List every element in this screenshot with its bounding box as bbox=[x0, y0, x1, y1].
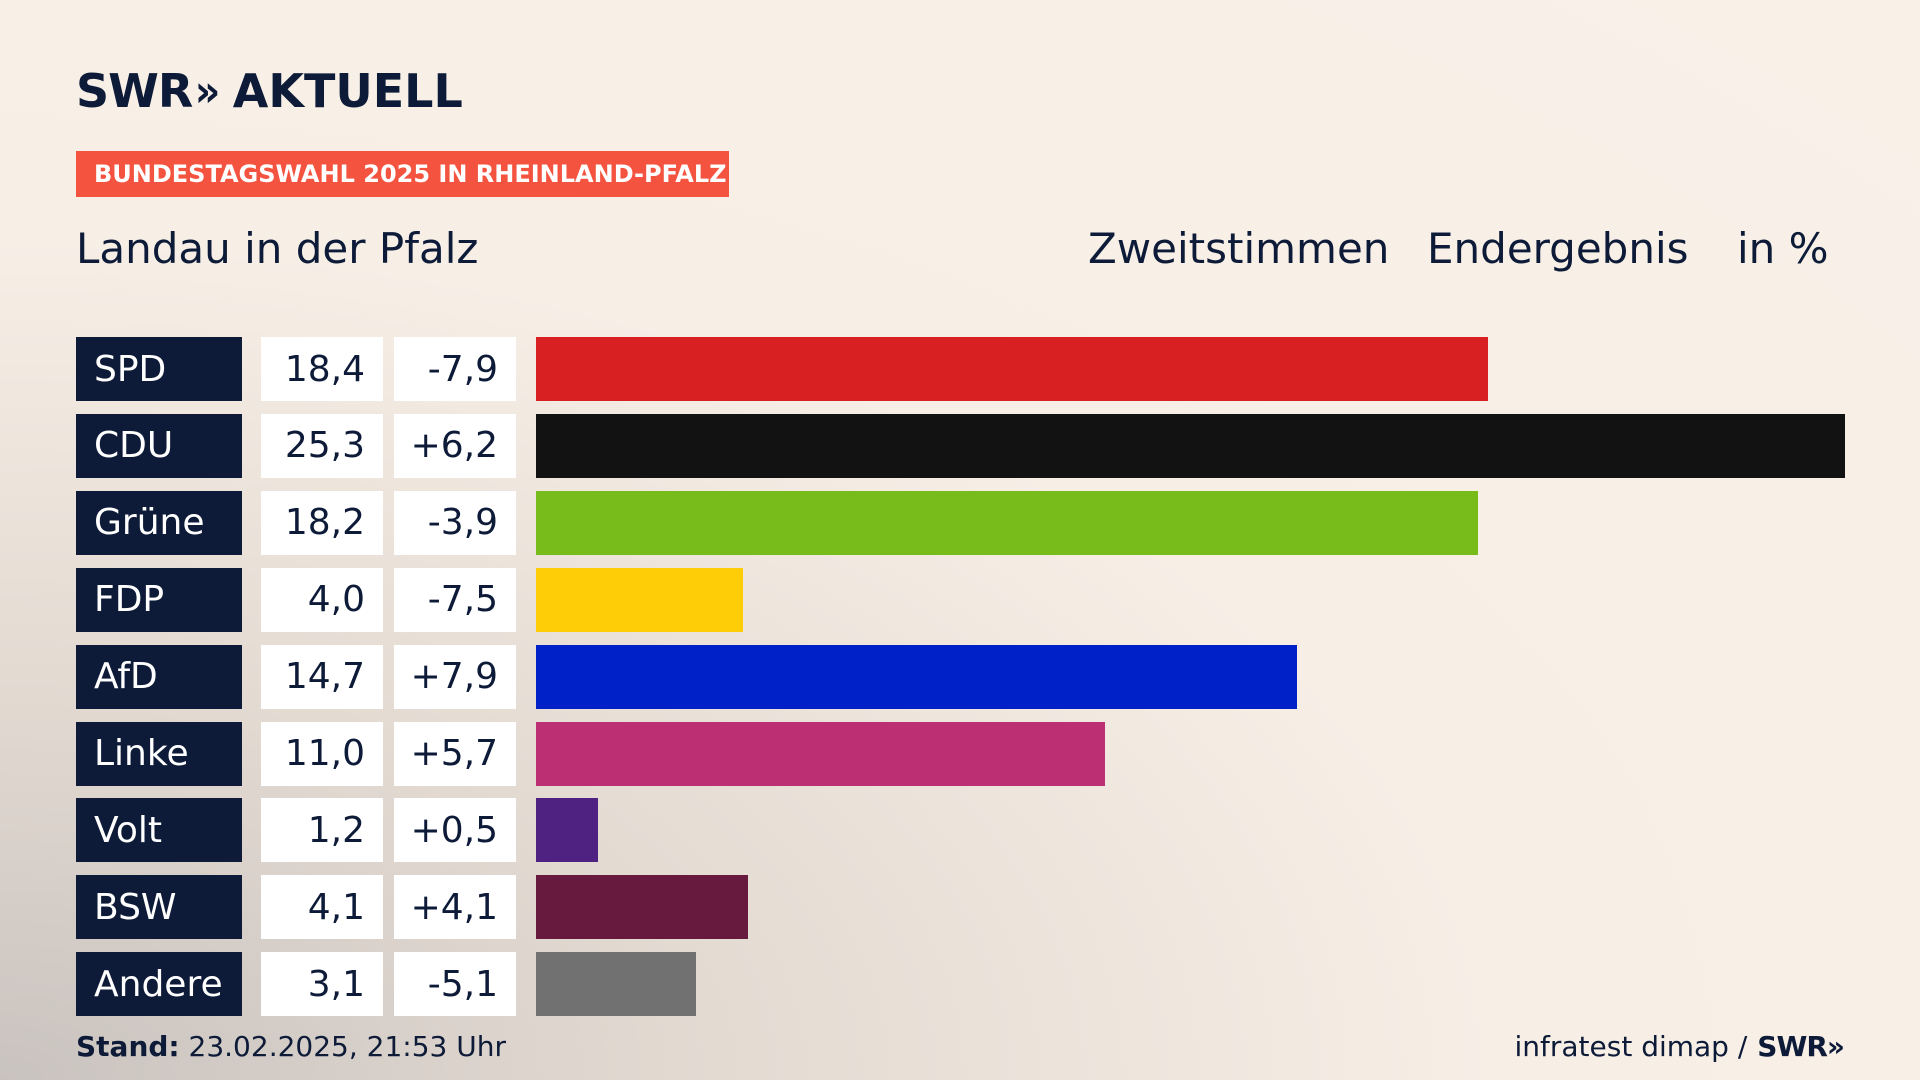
source-text: infratest dimap / bbox=[1514, 1030, 1748, 1063]
timestamp: Stand: 23.02.2025, 21:53 Uhr bbox=[76, 1030, 506, 1063]
table-row: AfD 14,7 +7,9 bbox=[0, 644, 1920, 709]
bar bbox=[536, 490, 1478, 555]
party-label: FDP bbox=[76, 567, 242, 632]
logo-chevron-icon: » bbox=[195, 65, 221, 117]
table-row: CDU 25,3 +6,2 bbox=[0, 413, 1920, 478]
value-label: 25,3 bbox=[261, 413, 383, 478]
diff-label: -3,9 bbox=[394, 490, 516, 555]
value-label: 18,4 bbox=[261, 337, 383, 401]
result-status-label: Endergebnis bbox=[1427, 224, 1689, 273]
swr-aktuell-logo: SWR » AKTUELL bbox=[76, 64, 463, 118]
table-row: Andere 3,1 -5,1 bbox=[0, 952, 1920, 1017]
value-label: 1,2 bbox=[261, 798, 383, 863]
diff-label: +4,1 bbox=[394, 875, 516, 940]
bar bbox=[536, 337, 1488, 401]
table-row: Volt 1,2 +0,5 bbox=[0, 798, 1920, 863]
party-label: BSW bbox=[76, 875, 242, 940]
party-label: Linke bbox=[76, 721, 242, 786]
value-label: 11,0 bbox=[261, 721, 383, 786]
timestamp-label: Stand: bbox=[76, 1030, 180, 1063]
party-label: Grüne bbox=[76, 490, 242, 555]
swr-small-logo: SWR» bbox=[1757, 1030, 1845, 1063]
bar bbox=[536, 952, 697, 1017]
vote-type-label: Zweitstimmen bbox=[1088, 224, 1390, 273]
party-label: Volt bbox=[76, 798, 242, 863]
logo-sub: AKTUELL bbox=[232, 64, 463, 118]
value-label: 3,1 bbox=[261, 952, 383, 1017]
bar bbox=[536, 721, 1106, 786]
party-label: CDU bbox=[76, 413, 242, 478]
table-row: Grüne 18,2 -3,9 bbox=[0, 490, 1920, 555]
timestamp-value: 23.02.2025, 21:53 Uhr bbox=[188, 1030, 506, 1063]
table-row: SPD 18,4 -7,9 bbox=[0, 337, 1920, 401]
diff-label: +6,2 bbox=[394, 413, 516, 478]
table-row: FDP 4,0 -7,5 bbox=[0, 567, 1920, 632]
diff-label: +0,5 bbox=[394, 798, 516, 863]
diff-label: -7,9 bbox=[394, 337, 516, 401]
unit-label: in % bbox=[1737, 224, 1829, 273]
bar bbox=[536, 644, 1297, 709]
diff-label: +5,7 bbox=[394, 721, 516, 786]
value-label: 4,1 bbox=[261, 875, 383, 940]
value-label: 14,7 bbox=[261, 644, 383, 709]
bar bbox=[536, 413, 1845, 478]
value-label: 18,2 bbox=[261, 490, 383, 555]
bar bbox=[536, 875, 749, 940]
party-label: SPD bbox=[76, 337, 242, 401]
bar bbox=[536, 798, 599, 863]
value-label: 4,0 bbox=[261, 567, 383, 632]
table-row: BSW 4,1 +4,1 bbox=[0, 875, 1920, 940]
election-banner: BUNDESTAGSWAHL 2025 IN RHEINLAND-PFALZ bbox=[76, 151, 729, 197]
diff-label: -5,1 bbox=[394, 952, 516, 1017]
diff-label: +7,9 bbox=[394, 644, 516, 709]
source-credit: infratest dimap / SWR» bbox=[1514, 1030, 1845, 1063]
diff-label: -7,5 bbox=[394, 567, 516, 632]
logo-main: SWR bbox=[76, 64, 193, 118]
party-label: Andere bbox=[76, 952, 242, 1017]
region-title: Landau in der Pfalz bbox=[76, 224, 479, 273]
table-row: Linke 11,0 +5,7 bbox=[0, 721, 1920, 786]
bar bbox=[536, 567, 743, 632]
party-label: AfD bbox=[76, 644, 242, 709]
